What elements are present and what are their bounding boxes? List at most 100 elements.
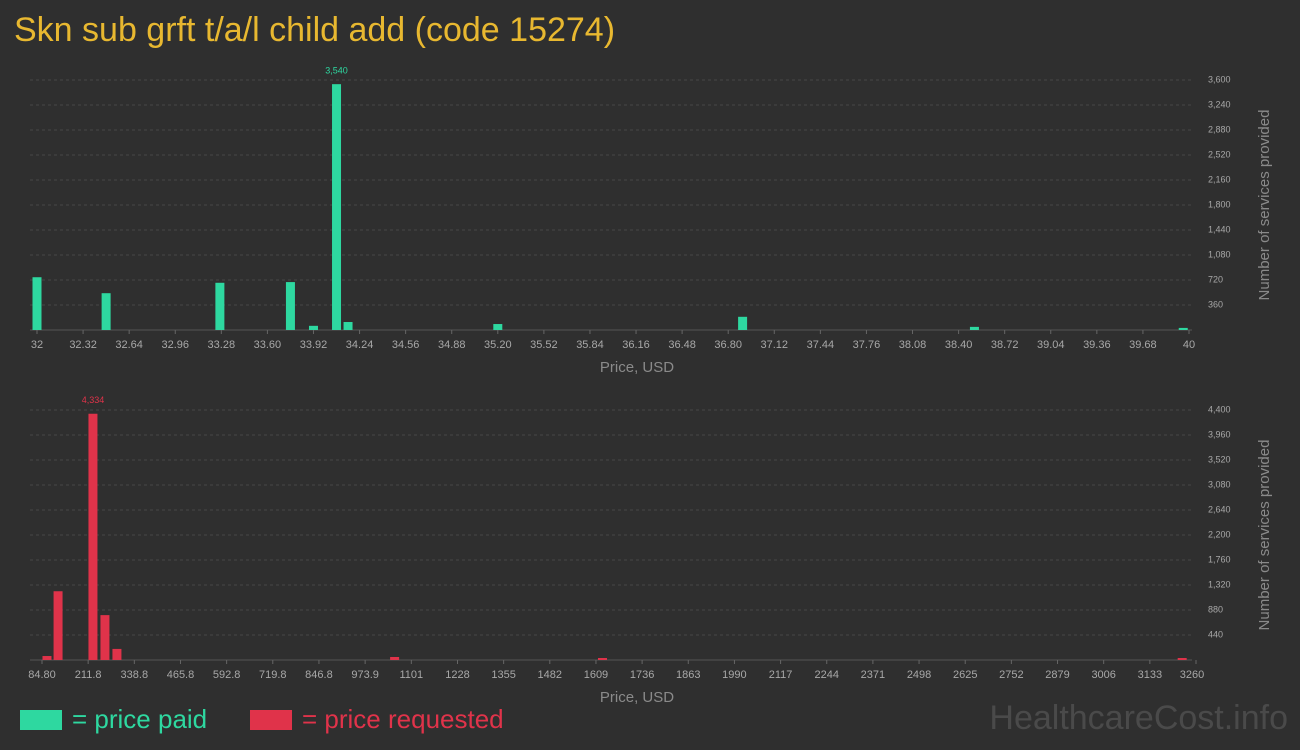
bar xyxy=(112,648,122,660)
x-tick-label: 84.80 xyxy=(28,669,56,681)
x-tick-label: 3133 xyxy=(1138,669,1162,681)
x-tick-label: 2625 xyxy=(953,669,977,681)
x-tick-label: 1228 xyxy=(445,669,469,681)
x-tick-label: 35.20 xyxy=(484,339,512,351)
x-tick-label: 35.52 xyxy=(530,339,558,351)
y-tick-label: 2,880 xyxy=(1208,124,1231,134)
bar xyxy=(493,324,503,330)
y-tick-label: 2,520 xyxy=(1208,149,1231,159)
legend-swatch xyxy=(20,710,62,730)
x-tick-label: 37.76 xyxy=(853,339,881,351)
x-axis-title: Price, USD xyxy=(600,689,674,706)
bar xyxy=(332,84,342,331)
legend-label: = price paid xyxy=(72,704,207,734)
bar xyxy=(1177,658,1187,660)
y-tick-label: 3,240 xyxy=(1208,99,1231,109)
x-tick-label: 1609 xyxy=(584,669,608,681)
legend-swatch xyxy=(250,710,292,730)
x-tick-label: 2752 xyxy=(999,669,1023,681)
x-tick-label: 1736 xyxy=(630,669,654,681)
x-tick-label: 39.68 xyxy=(1129,339,1157,351)
x-tick-label: 32.96 xyxy=(161,339,189,351)
y-tick-label: 2,640 xyxy=(1208,504,1231,514)
x-tick-label: 38.72 xyxy=(991,339,1019,351)
y-tick-label: 3,600 xyxy=(1208,74,1231,84)
y-tick-label: 3,960 xyxy=(1208,429,1231,439)
x-tick-label: 39.36 xyxy=(1083,339,1111,351)
watermark: HealthcareCost.info xyxy=(989,699,1288,737)
x-tick-label: 3260 xyxy=(1180,669,1204,681)
x-tick-label: 846.8 xyxy=(305,669,333,681)
x-tick-label: 39.04 xyxy=(1037,339,1065,351)
x-tick-label: 2498 xyxy=(907,669,931,681)
y-tick-label: 360 xyxy=(1208,299,1223,309)
y-axis-title: Number of services provided xyxy=(1256,110,1273,301)
x-tick-label: 34.56 xyxy=(392,339,420,351)
bar xyxy=(969,326,979,330)
page-title: Skn sub grft t/a/l child add (code 15274… xyxy=(14,11,615,49)
x-tick-label: 36.80 xyxy=(714,339,742,351)
bar xyxy=(597,658,607,660)
y-tick-label: 720 xyxy=(1208,274,1223,284)
y-tick-label: 2,200 xyxy=(1208,529,1231,539)
y-tick-label: 1,080 xyxy=(1208,249,1231,259)
x-tick-label: 2117 xyxy=(769,669,793,681)
bar xyxy=(101,293,111,330)
y-tick-label: 880 xyxy=(1208,604,1223,614)
x-tick-label: 1355 xyxy=(491,669,515,681)
x-tick-label: 211.8 xyxy=(75,669,102,681)
x-tick-label: 1101 xyxy=(400,669,424,681)
x-tick-label: 33.92 xyxy=(300,339,328,351)
x-tick-label: 719.8 xyxy=(259,669,287,681)
bar xyxy=(1178,327,1188,330)
x-tick-label: 32.64 xyxy=(115,339,143,351)
value-label: 4,334 xyxy=(82,395,105,405)
bar xyxy=(42,656,52,660)
x-tick-label: 973.9 xyxy=(351,669,379,681)
bar xyxy=(343,322,353,330)
y-tick-label: 1,760 xyxy=(1208,554,1231,564)
x-tick-label: 34.24 xyxy=(346,339,374,351)
x-tick-label: 38.40 xyxy=(945,339,973,351)
x-tick-label: 34.88 xyxy=(438,339,466,351)
y-tick-label: 3,080 xyxy=(1208,479,1231,489)
bar xyxy=(738,316,748,330)
y-tick-label: 440 xyxy=(1208,629,1223,639)
bar xyxy=(88,413,98,660)
bar xyxy=(390,656,400,660)
legend-label: = price requested xyxy=(302,704,504,734)
bar xyxy=(215,282,225,330)
x-tick-label: 36.48 xyxy=(668,339,696,351)
x-tick-label: 33.60 xyxy=(254,339,282,351)
y-tick-label: 1,800 xyxy=(1208,199,1231,209)
x-tick-label: 1990 xyxy=(722,669,746,681)
x-axis-title: Price, USD xyxy=(600,359,674,376)
x-tick-label: 465.8 xyxy=(167,669,195,681)
x-tick-label: 3006 xyxy=(1091,669,1115,681)
x-tick-label: 40 xyxy=(1183,339,1195,351)
bar xyxy=(100,615,110,660)
x-tick-label: 2371 xyxy=(861,669,885,681)
y-tick-label: 4,400 xyxy=(1208,404,1231,414)
x-tick-label: 32 xyxy=(31,339,43,351)
bar xyxy=(32,277,42,330)
y-tick-label: 1,320 xyxy=(1208,579,1231,589)
y-axis-title: Number of services provided xyxy=(1256,440,1273,631)
x-tick-label: 37.12 xyxy=(761,339,789,351)
x-tick-label: 592.8 xyxy=(213,669,241,681)
y-tick-label: 3,520 xyxy=(1208,454,1231,464)
x-tick-label: 36.16 xyxy=(622,339,650,351)
bar xyxy=(53,591,63,660)
x-tick-label: 37.44 xyxy=(807,339,835,351)
x-tick-label: 338.8 xyxy=(121,669,149,681)
y-tick-label: 2,160 xyxy=(1208,174,1231,184)
bar xyxy=(308,325,318,330)
value-label: 3,540 xyxy=(325,66,348,76)
x-tick-label: 35.84 xyxy=(576,339,604,351)
x-tick-label: 38.08 xyxy=(899,339,927,351)
x-tick-label: 32.32 xyxy=(69,339,97,351)
x-tick-label: 2879 xyxy=(1045,669,1069,681)
x-tick-label: 2244 xyxy=(815,669,839,681)
